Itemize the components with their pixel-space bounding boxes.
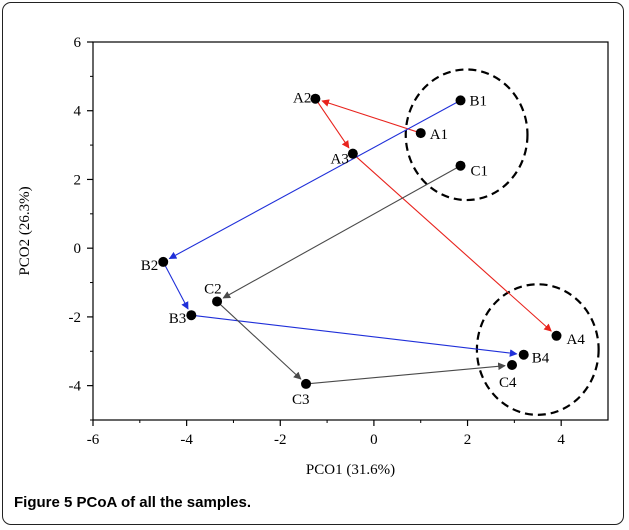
figure-frame [2,2,624,525]
point-b4 [518,349,529,360]
point-label-a3: A3 [330,152,348,168]
plot-area [92,41,609,421]
axes: -6 -4 -2 0 2 4 -4 -2 0 2 4 6 [69,35,566,448]
point-label-c3: C3 [292,392,310,408]
point-c1 [455,160,466,171]
point-c3 [301,378,312,389]
trajectory-arrow-b1-b2 [168,99,461,260]
y-tick-label: -2 [69,310,82,326]
trajectory-arrow-c2-c3 [216,301,302,380]
trajectory-arrow-a2-a3 [314,98,350,149]
trajectory-arrow-c3-c4 [305,362,506,385]
x-tick-label: 2 [464,432,472,448]
point-label-b1: B1 [470,93,488,109]
point-a2 [310,93,321,104]
trajectory-arrow-a1-a2 [321,99,421,134]
x-tick-label: -4 [180,432,193,448]
point-label-c4: C4 [499,375,517,391]
trajectories [162,98,552,385]
point-c4 [507,360,518,371]
point-a4 [551,330,562,341]
point-label-c1: C1 [471,164,489,180]
point-label-c2: C2 [204,281,222,297]
pcoa-chart: -6 -4 -2 0 2 4 -4 -2 0 2 4 6 A1 A2 A3 A4 B1 B2 B3 B4 C1 C2 C3… [17,35,609,478]
x-tick-label: -2 [274,432,287,448]
trajectory-arrow-b3-b4 [191,314,518,357]
figure-caption-text: PCoA of all the samples. [76,494,252,511]
trajectory-arrow-a3-a4 [352,153,552,332]
point-a1 [415,128,426,139]
point-b2 [158,256,169,267]
x-tick-label: -6 [87,432,100,448]
x-axis-label: PCO1 (31.6%) [306,462,395,478]
data-points: A1 A2 A3 A4 B1 B2 B3 B4 C1 C2 C3 C4 [141,91,586,408]
trajectory-arrow-b2-b3 [162,261,189,310]
point-label-a1: A1 [430,127,448,143]
cluster-ellipse [404,68,529,202]
y-tick-label: 6 [74,35,82,51]
point-label-b3: B3 [169,311,187,327]
point-label-a4: A4 [567,332,586,348]
y-tick-label: 4 [74,104,82,120]
y-tick-label: -4 [69,379,82,395]
x-tick-label: 0 [370,432,378,448]
trajectory-arrow-c1-c2 [222,165,461,299]
y-tick-label: 2 [74,172,82,188]
y-tick-label: 0 [74,241,82,257]
x-tick-label: 4 [557,432,565,448]
figure-number: Figure 5 [14,494,73,511]
figure-caption: Figure 5 PCoA of all the samples. [14,494,251,511]
point-label-b4: B4 [532,351,550,367]
point-b3 [186,310,197,321]
cluster-ellipse [475,283,600,416]
point-label-b2: B2 [141,258,159,274]
point-b1 [455,95,466,106]
cluster-ellipses [404,68,600,416]
point-c2 [212,296,223,307]
point-a3 [347,148,358,159]
y-axis-label: PCO2 (26.3%) [17,186,33,275]
point-label-a2: A2 [293,91,311,107]
